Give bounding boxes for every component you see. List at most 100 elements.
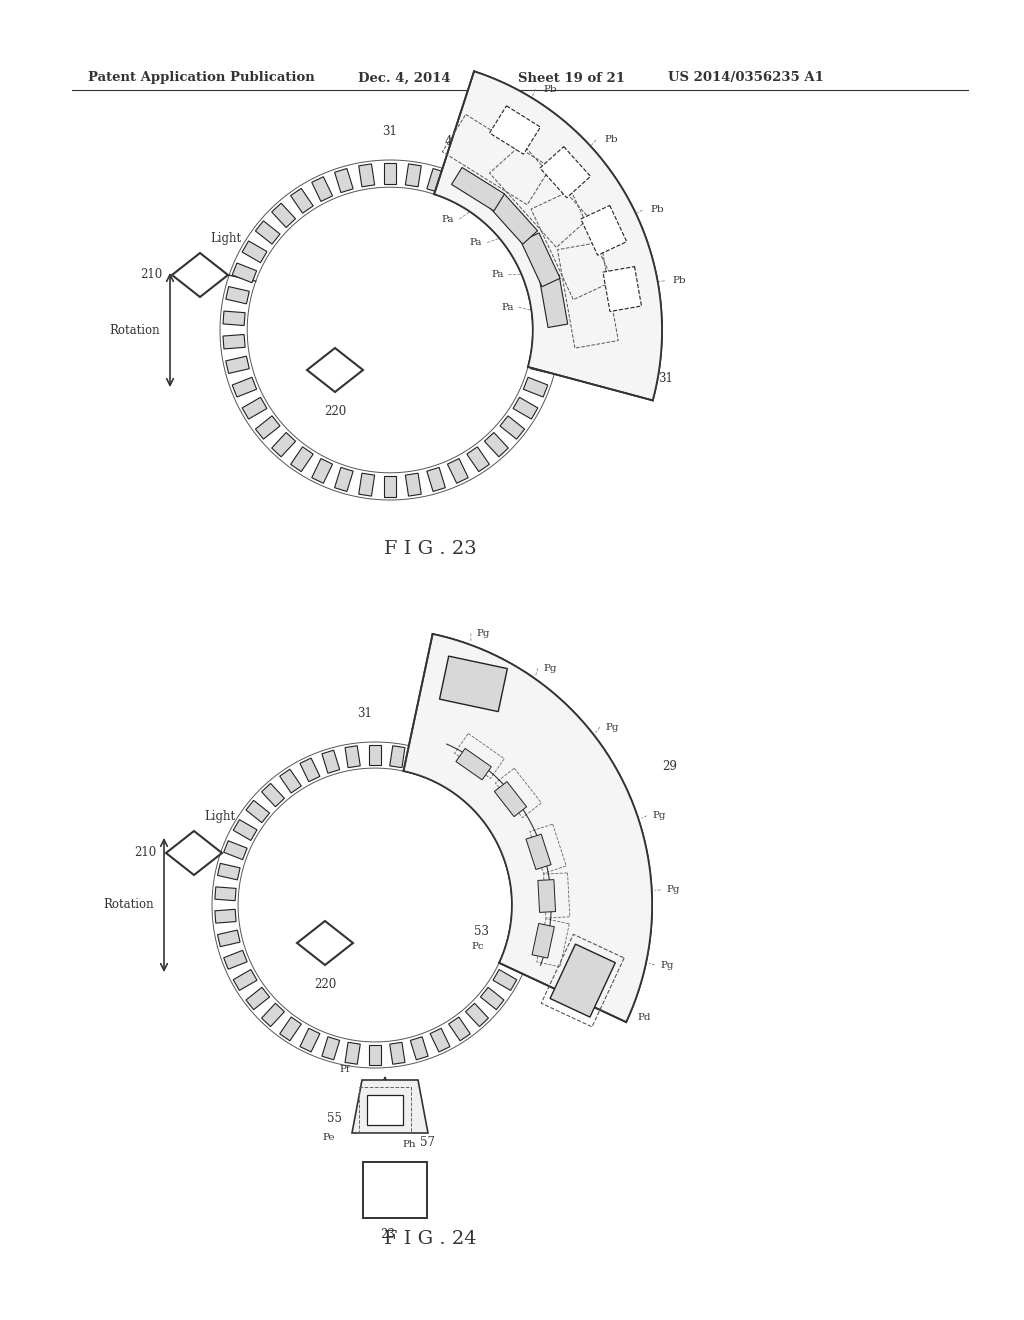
Polygon shape xyxy=(345,746,360,768)
Polygon shape xyxy=(530,356,554,374)
Text: 31: 31 xyxy=(357,708,373,719)
Polygon shape xyxy=(493,970,517,990)
Polygon shape xyxy=(456,748,492,780)
Polygon shape xyxy=(447,458,468,483)
Polygon shape xyxy=(242,397,267,418)
Polygon shape xyxy=(581,206,627,255)
Polygon shape xyxy=(514,887,536,900)
Text: 41: 41 xyxy=(417,715,432,729)
Text: 41: 41 xyxy=(453,754,468,767)
Text: 210: 210 xyxy=(134,846,156,859)
Polygon shape xyxy=(362,1162,427,1218)
Text: Conveyance direction: Conveyance direction xyxy=(534,780,581,875)
Polygon shape xyxy=(322,1036,340,1060)
Polygon shape xyxy=(335,467,353,491)
Polygon shape xyxy=(358,473,375,496)
Polygon shape xyxy=(535,334,557,348)
Polygon shape xyxy=(403,634,652,1022)
Text: Pc: Pc xyxy=(472,942,484,952)
Polygon shape xyxy=(271,433,296,457)
Text: F I G . 24: F I G . 24 xyxy=(384,1230,476,1247)
Polygon shape xyxy=(430,758,450,781)
Polygon shape xyxy=(223,841,247,859)
Polygon shape xyxy=(538,879,556,912)
Polygon shape xyxy=(523,263,548,282)
Text: 41: 41 xyxy=(445,135,460,148)
Text: 23: 23 xyxy=(380,1228,395,1241)
Polygon shape xyxy=(223,334,245,348)
Polygon shape xyxy=(172,253,228,297)
Polygon shape xyxy=(540,147,591,198)
Text: US 2014/0356235 A1: US 2014/0356235 A1 xyxy=(668,71,824,84)
Text: Pg: Pg xyxy=(544,664,557,673)
Text: 29: 29 xyxy=(663,760,677,774)
Polygon shape xyxy=(215,887,237,900)
Polygon shape xyxy=(311,458,333,483)
Text: 220: 220 xyxy=(324,405,346,418)
Text: Pa: Pa xyxy=(492,271,504,280)
Text: Light: Light xyxy=(204,810,236,822)
Polygon shape xyxy=(526,834,551,870)
Polygon shape xyxy=(603,267,641,312)
Polygon shape xyxy=(232,263,257,282)
Polygon shape xyxy=(513,397,538,418)
Polygon shape xyxy=(427,169,445,193)
Text: Pg: Pg xyxy=(667,886,680,895)
Polygon shape xyxy=(449,770,470,793)
Text: Sheet 19 of 21: Sheet 19 of 21 xyxy=(518,71,625,84)
Text: 31: 31 xyxy=(383,125,397,139)
Polygon shape xyxy=(300,758,319,781)
Text: Pd: Pd xyxy=(637,1014,650,1022)
Polygon shape xyxy=(271,203,296,227)
Polygon shape xyxy=(225,356,249,374)
Text: Light: Light xyxy=(210,232,241,246)
Text: 210: 210 xyxy=(139,268,162,281)
Polygon shape xyxy=(523,378,548,397)
Text: Pb: Pb xyxy=(673,276,686,285)
Text: Ph: Ph xyxy=(402,1140,416,1148)
Polygon shape xyxy=(510,863,532,880)
Polygon shape xyxy=(261,783,285,807)
Text: Rotation: Rotation xyxy=(110,323,160,337)
Text: F I G . 23: F I G . 23 xyxy=(384,540,476,558)
Polygon shape xyxy=(352,1080,428,1133)
Polygon shape xyxy=(467,447,489,471)
Polygon shape xyxy=(540,275,567,327)
Polygon shape xyxy=(466,783,488,807)
Polygon shape xyxy=(225,286,249,304)
Polygon shape xyxy=(291,189,313,213)
Text: Pb: Pb xyxy=(544,84,557,94)
Text: 53: 53 xyxy=(474,925,489,939)
Text: Rotation: Rotation xyxy=(103,899,154,912)
Polygon shape xyxy=(246,987,269,1010)
Polygon shape xyxy=(280,770,301,793)
Polygon shape xyxy=(297,921,353,965)
Text: Patent Application Publication: Patent Application Publication xyxy=(88,71,314,84)
Polygon shape xyxy=(384,162,396,185)
Polygon shape xyxy=(484,203,508,227)
Polygon shape xyxy=(223,950,247,969)
Polygon shape xyxy=(261,1003,285,1027)
Polygon shape xyxy=(411,1036,428,1060)
Polygon shape xyxy=(521,232,560,286)
Polygon shape xyxy=(217,931,240,946)
Polygon shape xyxy=(495,781,526,817)
Polygon shape xyxy=(406,164,421,187)
Polygon shape xyxy=(223,312,245,326)
Polygon shape xyxy=(390,746,404,768)
Polygon shape xyxy=(233,970,257,990)
Polygon shape xyxy=(480,987,504,1010)
Polygon shape xyxy=(411,750,428,774)
Polygon shape xyxy=(510,931,532,946)
Polygon shape xyxy=(345,1043,360,1064)
Text: Pb: Pb xyxy=(650,206,664,214)
Polygon shape xyxy=(480,800,504,822)
Polygon shape xyxy=(300,1028,319,1052)
Polygon shape xyxy=(166,832,222,875)
Polygon shape xyxy=(434,71,662,400)
Polygon shape xyxy=(489,106,541,154)
Text: Pb: Pb xyxy=(604,136,617,144)
Polygon shape xyxy=(307,348,362,392)
Polygon shape xyxy=(449,1016,470,1040)
Text: Pa: Pa xyxy=(441,215,455,223)
